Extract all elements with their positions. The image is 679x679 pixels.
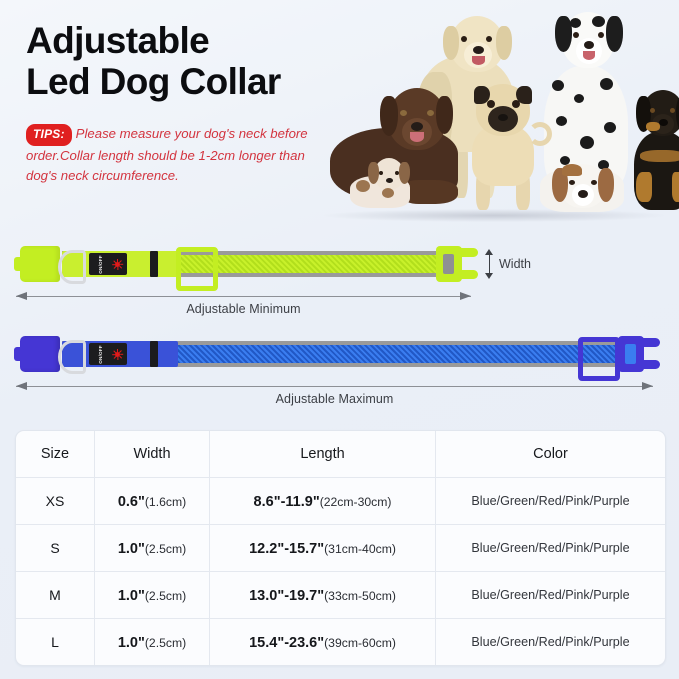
adjuster-slider-blue[interactable]	[578, 337, 620, 381]
table-header-row: Size Width Length Color	[16, 431, 665, 478]
cell-width: 1.0"(2.5cm)	[94, 618, 210, 665]
dog-pug	[468, 84, 552, 212]
cell-width-inches: 0.6"	[117, 493, 145, 510]
arrow-head-left	[16, 291, 27, 300]
cell-length-inches: 13.0"-19.7"	[249, 587, 325, 604]
minimum-label: Adjustable Minimum	[186, 302, 301, 316]
maximum-label: Adjustable Maximum	[275, 392, 394, 406]
header-length: Length	[209, 431, 436, 478]
dog-gordon-setter	[630, 88, 679, 212]
tips-block: TIPS: Please measure your dog's neck befo…	[26, 124, 316, 187]
onoff-light-module-green[interactable]: ON/OFF	[89, 253, 127, 275]
collar-mesh-blue	[62, 345, 632, 363]
minimum-dimension-arrow: Adjustable Minimum	[16, 290, 471, 316]
cell-length-inches: 8.6"-11.9"	[253, 493, 320, 510]
cell-size: S	[16, 524, 95, 572]
d-ring-green	[58, 250, 86, 284]
sun-light-icon	[111, 258, 123, 270]
cell-width-inches: 1.0"	[117, 634, 145, 651]
hero-section: Adjustable Led Dog Collar TIPS: Please me…	[0, 0, 679, 232]
cell-width-cm: (2.5cm)	[144, 588, 187, 603]
header-color: Color	[435, 431, 665, 478]
cell-width: 1.0"(2.5cm)	[94, 524, 210, 572]
buckle-female-slot-green	[443, 254, 454, 274]
strap-keeper-green	[150, 251, 158, 277]
cell-size: XS	[16, 477, 95, 525]
buckle-female-slot-blue	[625, 344, 636, 364]
dog-dachshund-puppy	[348, 158, 418, 212]
cell-width-cm: (2.5cm)	[144, 541, 187, 556]
cell-length-inches: 12.2"-15.7"	[249, 540, 325, 557]
reflective-stripe-bottom	[62, 273, 442, 277]
cell-size: L	[16, 618, 95, 665]
cell-length-inches: 15.4"-23.6"	[249, 634, 325, 651]
tips-badge: TIPS:	[26, 124, 72, 146]
dog-group-photo	[312, 2, 679, 224]
table-row: L 1.0"(2.5cm) 15.4"-23.6"(39cm-60cm) Blu…	[16, 618, 665, 665]
buckle-clip-upper-blue	[642, 338, 660, 347]
reflective-stripe-top	[62, 251, 442, 255]
arrow-head-right	[460, 291, 471, 300]
table-row: S 1.0"(2.5cm) 12.2"-15.7"(31cm-40cm) Blu…	[16, 524, 665, 572]
cell-length-cm: (33cm-50cm)	[324, 588, 396, 603]
onoff-label: ON/OFF	[97, 254, 103, 274]
cell-length: 13.0"-19.7"(33cm-50cm)	[209, 571, 436, 619]
side-release-buckle-blue[interactable]	[20, 336, 60, 372]
photo-ground-shadow	[324, 209, 664, 222]
reflective-stripe-top	[62, 341, 632, 345]
onoff-label: ON/OFF	[97, 344, 103, 364]
buckle-clip-lower-blue	[642, 360, 660, 369]
header-size: Size	[16, 431, 95, 478]
cell-width-cm: (2.5cm)	[144, 635, 187, 650]
width-dimension-marker	[485, 249, 495, 279]
side-release-buckle-green[interactable]	[20, 246, 60, 282]
cell-length-cm: (22cm-30cm)	[319, 494, 392, 509]
collar-diagram-maximum: ON/OFF Adjustable Maximum	[0, 326, 679, 416]
arrow-head-right	[642, 381, 653, 390]
table-row: XS 0.6"(1.6cm) 8.6"-11.9"(22cm-30cm) Blu…	[16, 477, 665, 525]
tips-text: Please measure your dog's neck before or…	[26, 126, 308, 184]
arrow-head-left	[16, 381, 27, 390]
title-line-2: Led Dog Collar	[26, 61, 281, 103]
buckle-prong-blue	[14, 347, 24, 361]
size-chart-table: Size Width Length Color XS 0.6"(1.6cm) 8…	[15, 430, 666, 666]
d-ring-blue	[58, 340, 86, 374]
cell-width-inches: 1.0"	[117, 587, 145, 604]
reflective-stripe-bottom	[62, 363, 632, 367]
header-width: Width	[94, 431, 210, 478]
cell-color: Blue/Green/Red/Pink/Purple	[471, 635, 630, 649]
collar-diagram-minimum: ON/OFF Width	[0, 236, 679, 322]
page-title: Adjustable Led Dog Collar	[26, 20, 356, 103]
strap-keeper-blue	[150, 341, 158, 367]
cell-size: M	[16, 571, 95, 619]
cell-width-inches: 1.0"	[117, 540, 145, 557]
title-line-1: Adjustable	[26, 20, 210, 61]
dog-beagle	[540, 158, 628, 216]
buckle-clip-upper-green	[460, 248, 478, 257]
sun-light-icon	[111, 348, 123, 360]
maximum-dimension-arrow: Adjustable Maximum	[16, 380, 653, 406]
table-row: M 1.0"(2.5cm) 13.0"-19.7"(33cm-50cm) Blu…	[16, 571, 665, 619]
cell-length: 8.6"-11.9"(22cm-30cm)	[209, 477, 436, 525]
cell-length-cm: (39cm-60cm)	[324, 635, 396, 650]
cell-width: 1.0"(2.5cm)	[94, 571, 210, 619]
cell-length: 15.4"-23.6"(39cm-60cm)	[209, 618, 436, 665]
cell-width: 0.6"(1.6cm)	[94, 477, 210, 525]
adjuster-slider-green[interactable]	[176, 247, 218, 291]
cell-length-cm: (31cm-40cm)	[324, 541, 396, 556]
buckle-prong-green	[14, 257, 24, 271]
onoff-light-module-blue[interactable]: ON/OFF	[89, 343, 127, 365]
cell-color: Blue/Green/Red/Pink/Purple	[435, 571, 665, 619]
cell-length: 12.2"-15.7"(31cm-40cm)	[209, 524, 436, 572]
cell-color: Blue/Green/Red/Pink/Purple	[435, 477, 665, 525]
width-label: Width	[499, 257, 531, 271]
buckle-clip-lower-green	[460, 270, 478, 279]
cell-width-cm: (1.6cm)	[144, 494, 187, 509]
cell-color: Blue/Green/Red/Pink/Purple	[435, 524, 665, 572]
